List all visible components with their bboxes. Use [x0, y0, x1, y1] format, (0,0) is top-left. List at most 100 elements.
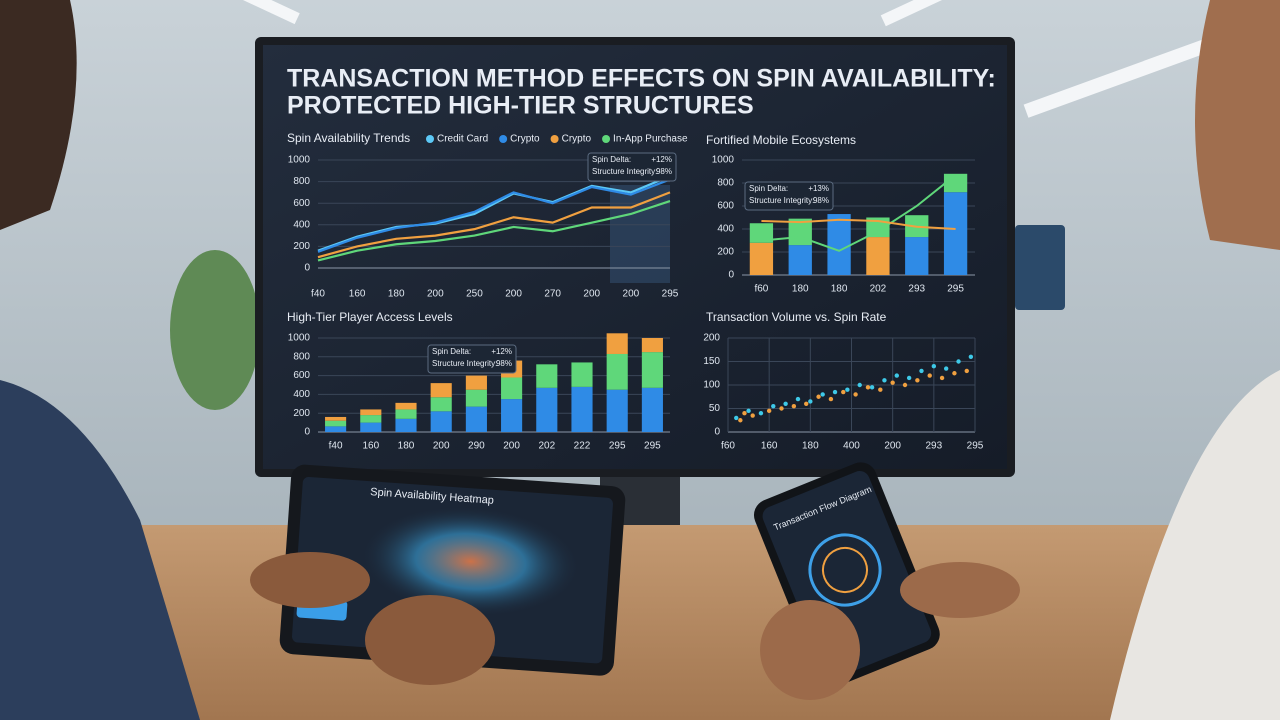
y-tick-label: 0 [714, 427, 720, 438]
point [820, 392, 825, 397]
annotation-box [744, 181, 834, 211]
annotation-text: Structure Integrity: [592, 167, 657, 176]
x-tick-label: 160 [349, 289, 366, 300]
bar-segment [360, 409, 382, 416]
y-tick-label: 1000 [712, 155, 735, 166]
bar-segment [430, 397, 452, 412]
tablet: Spin Availability Heatmap [279, 464, 626, 676]
point [857, 382, 862, 388]
annotation-text: Spin Delta: [432, 347, 471, 356]
y-tick-label: 800 [293, 176, 310, 187]
x-tick-label: 180 [792, 284, 809, 295]
x-tick-label: 200 [427, 289, 444, 300]
dashboard: Spin Availability Trends 0 200 400 600 800 100… [287, 131, 984, 451]
annotation-value: +12% [651, 155, 672, 164]
y-tick-label: 600 [293, 198, 310, 209]
annotation-box [427, 344, 517, 374]
bar-segment [360, 415, 382, 423]
point [906, 375, 912, 381]
ceiling-light [1023, 36, 1217, 118]
line [761, 174, 957, 252]
point [742, 411, 747, 416]
bar-segment [536, 387, 558, 432]
annotation-value: 98% [813, 196, 829, 205]
bar-segment [465, 389, 487, 407]
desk [0, 525, 1280, 720]
x-tick-label: 293 [925, 441, 942, 452]
annotation-box [587, 152, 677, 182]
point [808, 399, 813, 404]
point [783, 401, 788, 406]
point [865, 385, 871, 390]
point [869, 385, 875, 390]
bar-segment [788, 245, 812, 275]
point [766, 408, 772, 414]
legend-label: Crypto [562, 134, 592, 145]
heatmap [360, 506, 581, 617]
annotation-value: +13% [808, 184, 829, 193]
y-tick-label: 600 [717, 201, 734, 212]
screen-title: PROTECTED HIGH-TIER STRUCTURES [287, 92, 754, 120]
y-tick-label: 100 [703, 380, 720, 391]
bar-segment [325, 416, 347, 421]
y-tick-label: 1000 [288, 333, 311, 344]
bar-segment [749, 223, 774, 243]
screen-title: TRANSACTION METHOD EFFECTS ON SPIN AVAIL… [287, 65, 996, 93]
point [890, 380, 895, 385]
person-head [1195, 0, 1280, 250]
chart-title: Spin Availability Trends [287, 131, 410, 145]
point [816, 394, 821, 399]
x-tick-label: 180 [831, 284, 848, 295]
annotation-text: Structure Integrity: [749, 196, 814, 205]
annotation-text: Structure Integrity: [432, 359, 497, 368]
x-tick-label: 293 [908, 284, 925, 295]
x-tick-label: 200 [623, 289, 640, 300]
bar-segment [641, 338, 663, 353]
x-tick-label: 295 [644, 441, 661, 452]
legend-label: In-App Purchase [613, 134, 688, 145]
x-tick-label: 295 [947, 284, 964, 295]
y-tick-label: 800 [293, 351, 310, 362]
x-tick-label: 200 [505, 289, 522, 300]
bar-segment [395, 409, 417, 419]
point [919, 368, 924, 374]
x-tick-label: 290 [468, 441, 485, 452]
x-tick-label: 180 [398, 441, 415, 452]
bar-segment [360, 422, 382, 432]
point [771, 403, 776, 409]
bar-segment [606, 333, 628, 354]
y-tick-label: 200 [293, 241, 310, 252]
point [828, 396, 834, 402]
bar-segment [430, 383, 452, 398]
ceiling-light [880, 0, 950, 27]
bar-segment [465, 375, 487, 390]
x-tick-label: 270 [544, 289, 561, 300]
x-tick-label: f40 [311, 289, 325, 300]
legend-swatch [426, 135, 434, 143]
point [758, 411, 764, 416]
legend-label: Crypto [510, 134, 540, 145]
bar-segment [571, 386, 593, 432]
bar-segment [641, 352, 663, 388]
y-tick-label: 150 [703, 356, 720, 367]
y-tick-label: 0 [304, 263, 310, 274]
y-tick-label: 400 [293, 389, 310, 400]
legend-swatch [499, 135, 508, 143]
x-tick-label: 400 [843, 441, 860, 452]
bar-segment [395, 418, 417, 432]
point [902, 382, 908, 388]
legend-label: Credit Card [437, 134, 488, 145]
point [734, 415, 739, 421]
point [791, 403, 797, 409]
line [317, 191, 671, 259]
bar-segment [606, 353, 628, 390]
annotation-text: Spin Delta: [592, 155, 631, 164]
legend-swatch [550, 135, 559, 143]
bar-segment [465, 406, 487, 432]
annotation-value: +12% [491, 347, 512, 356]
x-tick-label: 250 [466, 289, 483, 300]
hand [760, 600, 860, 700]
y-tick-label: 1000 [288, 155, 311, 166]
bar-segment [325, 426, 347, 432]
chart-title: Fortified Mobile Ecosystems [706, 133, 856, 147]
